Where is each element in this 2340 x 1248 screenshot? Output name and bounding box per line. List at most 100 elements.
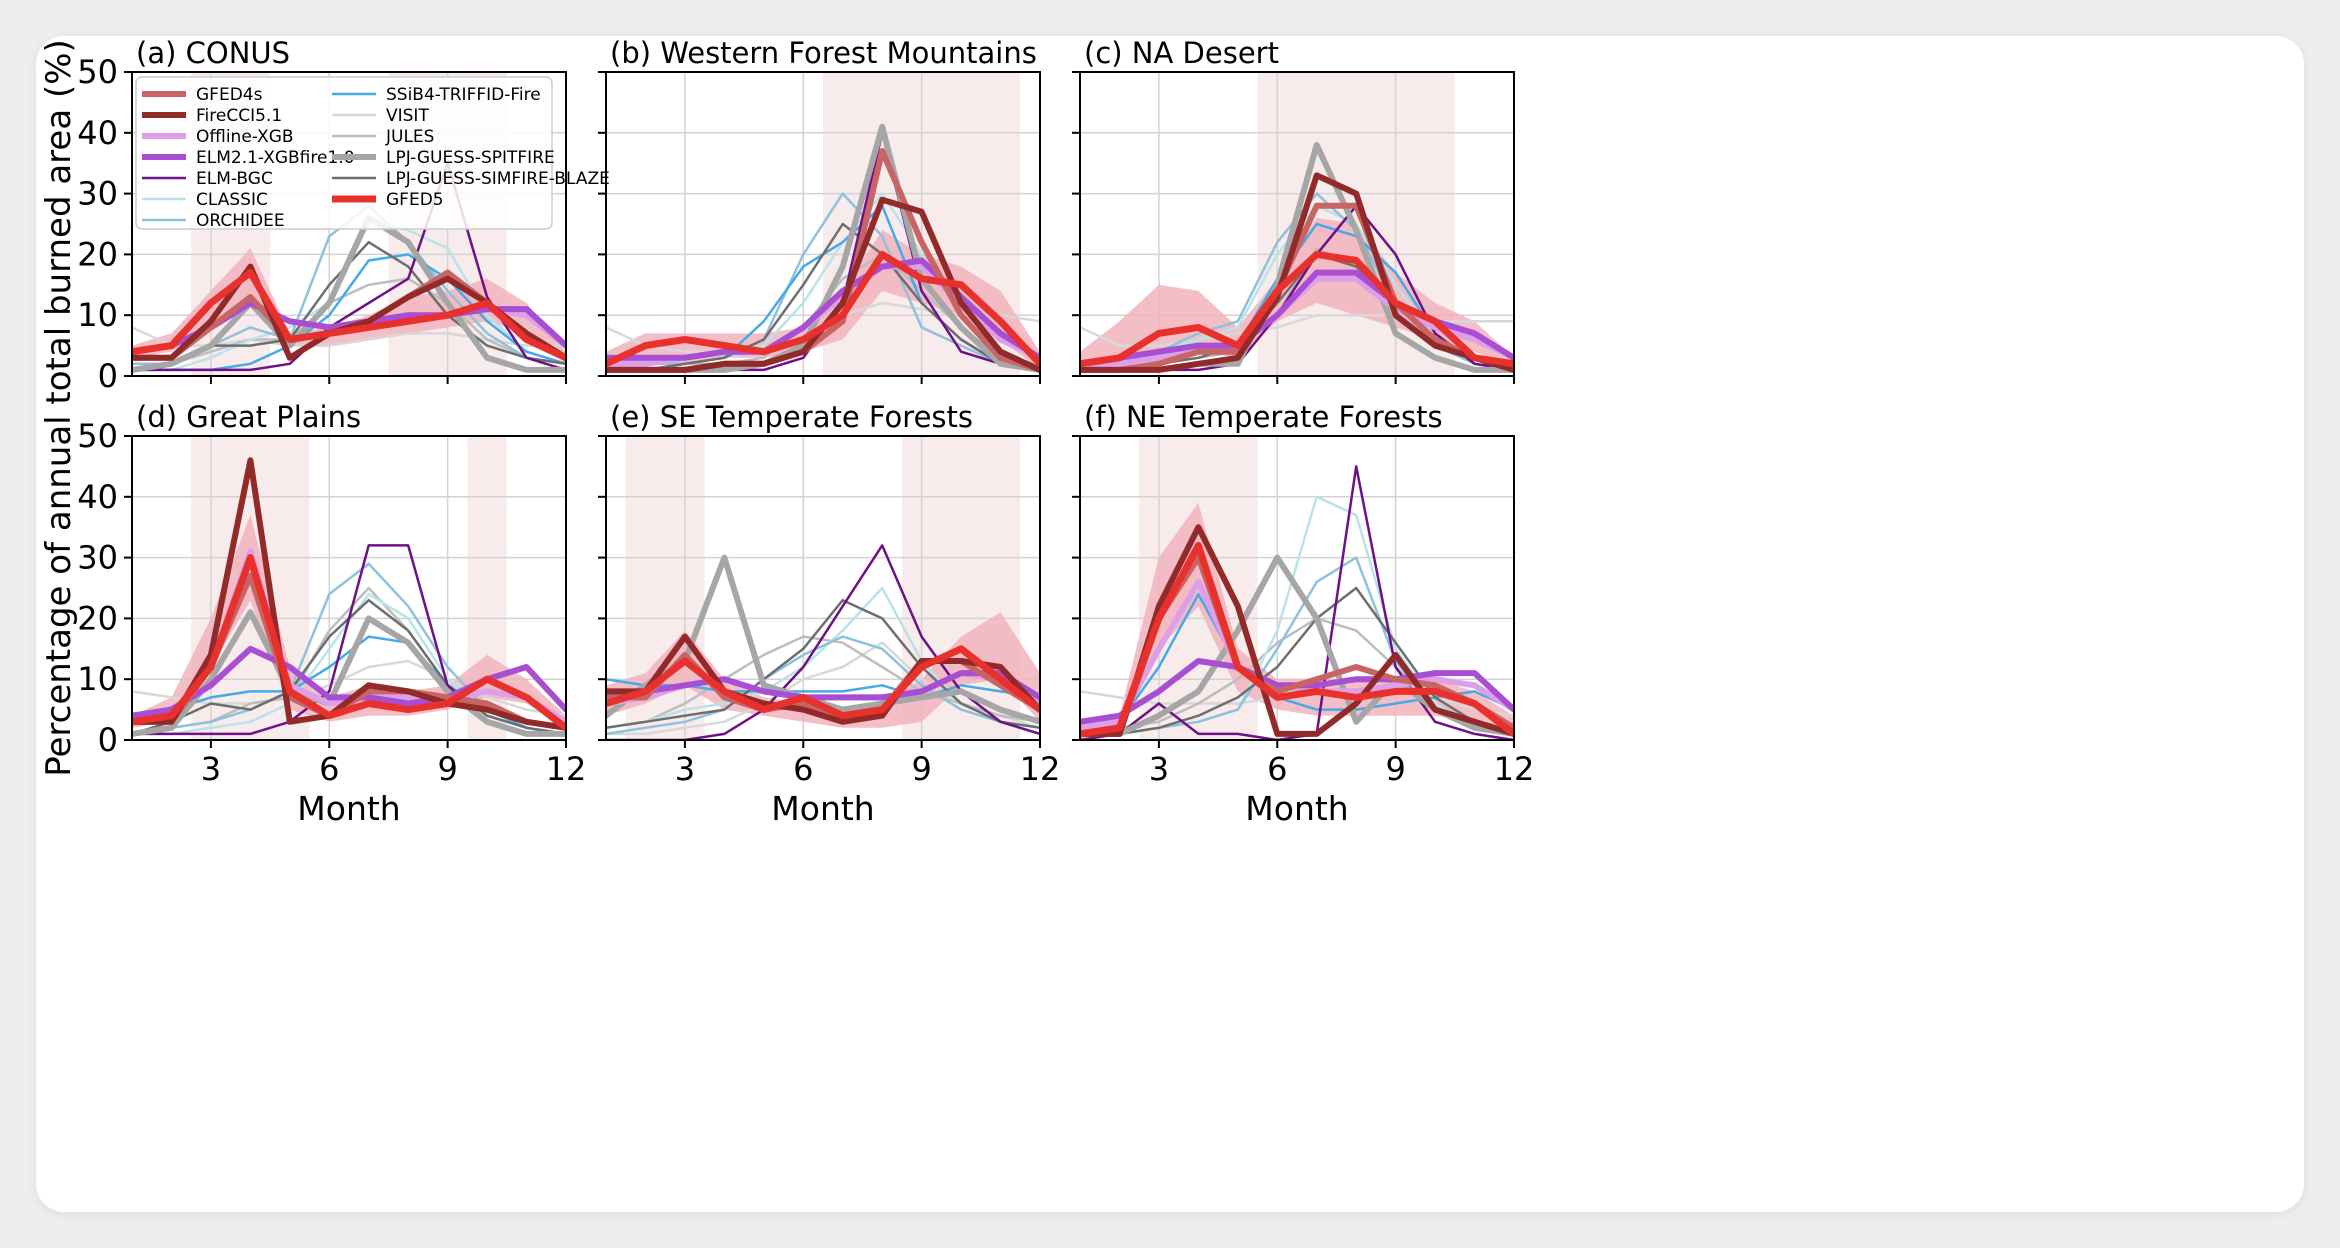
- series-line-firecci5-1: [132, 457, 566, 731]
- panel-e-se-temperate-forests: 3 6 9 12 Month (e) SE Temperate Forests: [598, 400, 1060, 828]
- panel-c-na-desert: (c) NA Desert: [1072, 36, 1515, 384]
- y-tick-label: 30: [77, 539, 118, 577]
- panel-title: (c) NA Desert: [1084, 36, 1279, 70]
- legend-label: GFED4s: [196, 85, 263, 105]
- plot-area: [606, 123, 1040, 373]
- series-line-orchidee: [606, 635, 1040, 736]
- axes-frame: [131, 71, 567, 377]
- legend-label: JULES: [385, 127, 434, 147]
- legend-label: LPJ-GUESS-SIMFIRE-BLAZE: [386, 169, 610, 189]
- panel-f-ne-temperate-forests: 3 6 9 12 Month (f) NE Temperate Forests: [1072, 400, 1534, 828]
- y-tick-label: 20: [77, 599, 118, 637]
- legend-item-offline-xgb: Offline-XGB: [142, 127, 294, 147]
- panel-d-great-plains: 3 6 9 12 Month 0 10 20 30 40 50 (d) Great Plains: [77, 400, 586, 828]
- series-line-firecci5-1: [1080, 172, 1514, 373]
- y-axis-label: Percentage of annual total burned area (…: [39, 39, 79, 777]
- axes-frame: [1079, 71, 1515, 377]
- series-line-visit: [132, 659, 566, 717]
- plot-area: [132, 457, 566, 737]
- x-tick-label: 12: [546, 750, 587, 788]
- legend-item-elm2-1-xgbfire1-0: ELM2.1-XGBfire1.0: [142, 148, 355, 168]
- series-line-elm-bgc: [1080, 465, 1514, 740]
- y-tick-label: 30: [77, 175, 118, 213]
- series-line-lpj-guess-simfire-blaze: [1080, 586, 1514, 736]
- x-tick-label: 9: [911, 750, 931, 788]
- y-tick-label: 50: [77, 53, 118, 91]
- legend-label: Offline-XGB: [196, 127, 294, 147]
- y-tick-label: 0: [98, 721, 118, 759]
- series-line-gfed5: [1080, 541, 1514, 738]
- panel-title: (e) SE Temperate Forests: [610, 400, 973, 434]
- legend-box: [135, 76, 553, 230]
- y-tick-label: 10: [77, 296, 118, 334]
- plot-area: [1080, 142, 1514, 373]
- legend-item-orchidee: ORCHIDEE: [142, 211, 285, 231]
- legend-label: GFED5: [386, 190, 444, 210]
- y-tick-label: 0: [98, 357, 118, 395]
- series-line-lpj-guess-spitfire: [132, 214, 566, 373]
- series-line-lpj-guess-simfire-blaze: [606, 222, 1040, 372]
- x-tick-label: 12: [1494, 750, 1535, 788]
- x-axis-label: Month: [1245, 789, 1348, 828]
- x-tick-label: 3: [675, 750, 695, 788]
- burned-area-figure: Percentage of annual total burned area (…: [39, 36, 1534, 828]
- legend-label: CLASSIC: [196, 190, 268, 210]
- legend-item-ssib4-triffid-fire: SSiB4-TRIFFID-Fire: [332, 85, 541, 105]
- gfed5-uncertainty-band: [132, 515, 566, 728]
- legend-label: VISIT: [386, 106, 429, 126]
- x-tick-label: 3: [1149, 750, 1169, 788]
- series-line-gfed4s: [1080, 202, 1514, 373]
- legend-item-elm-bgc: ELM-BGC: [142, 169, 273, 189]
- panel-title: (d) Great Plains: [136, 400, 361, 434]
- x-tick-label: 6: [793, 750, 813, 788]
- x-tick-label: 6: [319, 750, 339, 788]
- series-line-firecci5-1: [606, 633, 1040, 725]
- panel-title: (a) CONUS: [136, 36, 290, 70]
- x-axis-label: Month: [771, 789, 874, 828]
- series-line-gfed5: [1080, 250, 1514, 368]
- series-line-elm2-1-xgbfire1-0: [606, 257, 1040, 361]
- legend-label: ELM2.1-XGBfire1.0: [196, 148, 355, 168]
- x-tick-label: 9: [437, 750, 457, 788]
- axes-frame: [605, 71, 1041, 377]
- axes-frame: [605, 435, 1041, 741]
- panel-title: (b) Western Forest Mountains: [610, 36, 1037, 70]
- series-line-gfed5: [132, 269, 566, 362]
- y-tick-label: 10: [77, 660, 118, 698]
- legend-item-lpj-guess-simfire-blaze: LPJ-GUESS-SIMFIRE-BLAZE: [332, 169, 610, 189]
- x-tick-label: 3: [201, 750, 221, 788]
- series-line-elm2-1-xgbfire1-0: [606, 670, 1040, 701]
- x-axis-label: Month: [297, 789, 400, 828]
- panel-a-conus: 0 10 20 30 40 50 (a) CONUS GFED4sFireCCI5.1Offl…: [77, 36, 610, 395]
- legend-item-firecci5-1: FireCCI5.1: [142, 106, 282, 126]
- y-tick-label: 40: [77, 114, 118, 152]
- axes-frame: [1079, 435, 1515, 741]
- legend-item-gfed5: GFED5: [332, 190, 444, 210]
- figure-card: Percentage of annual total burned area (…: [36, 36, 2304, 1212]
- series-line-lpj-guess-simfire-blaze: [606, 598, 1040, 730]
- legend-label: ELM-BGC: [196, 169, 273, 189]
- legend-label: FireCCI5.1: [196, 106, 282, 126]
- legend-item-visit: VISIT: [332, 106, 429, 126]
- axes-frame: [131, 435, 567, 741]
- legend-item-jules: JULES: [332, 127, 434, 147]
- legend-item-classic: CLASSIC: [142, 190, 268, 210]
- panel-b-western-forest-mountains: (b) Western Forest Mountains: [598, 36, 1041, 384]
- legend-label: LPJ-GUESS-SPITFIRE: [386, 148, 555, 168]
- legend: GFED4sFireCCI5.1Offline-XGBELM2.1-XGBfir…: [135, 76, 610, 231]
- series-line-gfed5: [606, 250, 1040, 368]
- series-line-jules: [132, 277, 566, 372]
- legend-label: SSiB4-TRIFFID-Fire: [386, 85, 541, 105]
- legend-item-lpj-guess-spitfire: LPJ-GUESS-SPITFIRE: [332, 148, 555, 168]
- series-line-gfed5: [606, 645, 1040, 720]
- series-line-gfed5: [132, 554, 566, 732]
- x-tick-label: 12: [1020, 750, 1061, 788]
- legend-label: ORCHIDEE: [196, 211, 285, 231]
- y-tick-label: 20: [77, 235, 118, 273]
- y-tick-label: 50: [77, 417, 118, 455]
- x-tick-label: 9: [1385, 750, 1405, 788]
- x-tick-label: 6: [1267, 750, 1287, 788]
- plot-area: [1080, 465, 1514, 740]
- plot-area: [132, 161, 566, 373]
